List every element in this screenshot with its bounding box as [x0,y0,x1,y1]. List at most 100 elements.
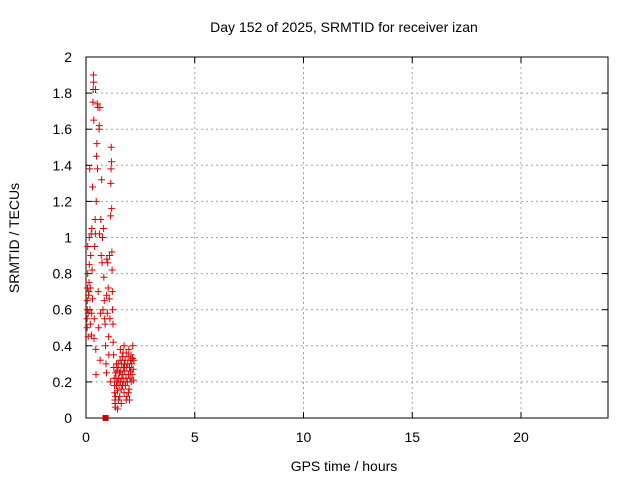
data-point [83,324,91,332]
data-point [114,405,122,413]
data-point [116,345,124,353]
data-point [115,396,123,404]
data-point [92,85,100,93]
data-point [125,385,133,393]
data-point [106,315,114,323]
data-point [85,261,93,269]
data-point [91,243,99,251]
data-point [105,333,113,341]
chart-title: Day 152 of 2025, SRMTID for receiver iza… [210,19,478,35]
x-tick-label: 0 [82,429,90,445]
data-point [126,374,134,382]
data-point [107,179,115,187]
data-point [83,315,91,323]
data-point [87,331,95,339]
data-point [97,252,105,260]
y-tick-label: 1.4 [53,157,73,173]
y-tick-label: 1.8 [53,85,73,101]
y-tick-label: 2 [64,49,72,65]
data-point [89,295,97,303]
data-point [103,309,111,317]
data-point [97,215,105,223]
data-point [87,252,95,260]
data-point [108,266,116,274]
data-point [88,224,96,232]
data-point [95,230,103,238]
data-point [86,306,94,314]
y-tick-label: 1.2 [53,193,73,209]
data-point [89,98,97,106]
data-point [102,342,110,350]
x-tick-label: 20 [513,429,529,445]
data-point [102,360,110,368]
data-point [92,345,100,353]
data-point [93,140,101,148]
data-point [111,369,119,377]
data-point [117,400,125,408]
data-point [126,396,133,404]
data-point [100,273,108,281]
data-point [101,320,109,328]
data-point [99,234,107,241]
data-point [129,376,137,384]
data-point [116,392,124,400]
data-point [107,165,115,173]
data-point [128,360,136,368]
data-point [97,309,105,317]
data-point [103,255,111,263]
data-point [106,378,114,386]
data-point [107,212,115,220]
data-point [84,270,92,278]
data-point [119,349,127,357]
data-point [109,306,117,314]
y-axis-label: SRMTID / TECUs [6,183,22,293]
data-point [95,324,103,332]
data-point [100,297,108,305]
data-point [110,351,118,359]
data-point [129,354,137,362]
data-point [112,360,120,368]
data-point [85,234,93,241]
data-point [90,78,98,86]
data-point [128,371,136,379]
data-point [86,165,94,173]
data-point [105,295,113,303]
data-point [96,104,104,112]
data-point [126,363,133,371]
data-point [124,389,132,397]
data-point [83,297,91,305]
data-point [94,165,102,173]
grid [86,57,608,418]
data-point [85,288,93,296]
zero-point-marker [102,415,109,421]
data-point [90,315,98,323]
data-point [89,183,97,191]
data-point [109,320,117,328]
y-tick-label: 1.6 [53,121,73,137]
data-point [114,387,122,395]
data-point [104,259,112,267]
data-point [117,385,125,393]
data-point [96,356,104,364]
data-point [92,152,100,160]
y-tick-label: 0.2 [53,374,73,390]
data-point [102,369,110,377]
data-point [107,158,115,166]
data-point [109,338,117,346]
data-point [127,351,135,359]
y-tick-label: 0.4 [53,338,73,354]
y-tick-label: 0.8 [53,266,73,282]
data-point [123,392,131,400]
data-point [92,371,100,379]
data-point [108,288,116,296]
data-point [94,288,102,296]
y-tick-label: 0.6 [53,302,73,318]
data-point [86,284,94,292]
data-point [98,176,106,184]
data-point [121,367,129,375]
data-point [99,224,107,232]
data-point [84,243,92,251]
data-point [129,342,137,350]
data-point [86,320,94,328]
